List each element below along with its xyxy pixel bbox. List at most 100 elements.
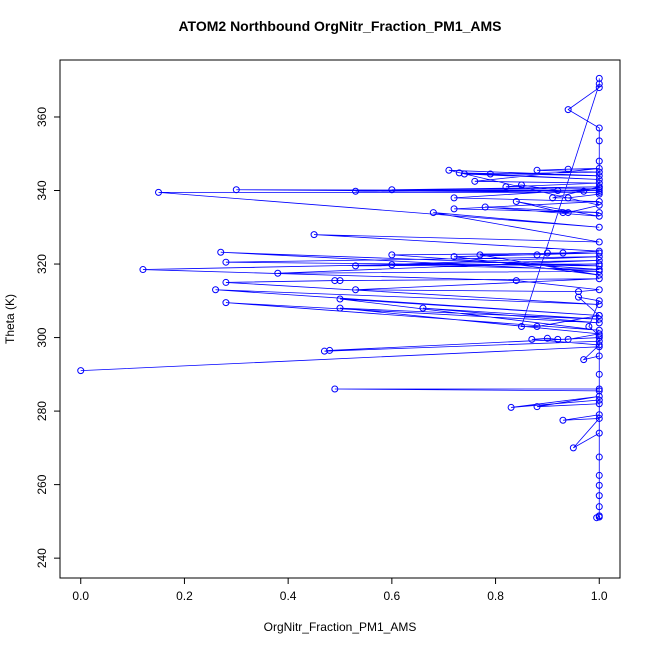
data-point (595, 300, 603, 308)
data-point (595, 212, 603, 220)
data-point (502, 183, 510, 191)
data-point (595, 187, 603, 195)
chart-title: ATOM2 Northbound OrgNitr_Fraction_PM1_AM… (178, 18, 501, 34)
data-point (450, 194, 458, 202)
y-tick-label: 260 (35, 474, 49, 494)
x-tick-label: 0.2 (176, 589, 193, 603)
data-point (595, 172, 603, 180)
data-point (564, 335, 572, 343)
data-point (471, 177, 479, 185)
data-point (595, 400, 603, 408)
data-point (533, 166, 541, 174)
data-point (528, 335, 536, 343)
data-point (595, 481, 603, 489)
data-point (595, 429, 603, 437)
data-point (222, 258, 230, 266)
data-point (595, 341, 603, 349)
data-point (595, 352, 603, 360)
x-axis-label: OrgNitr_Fraction_PM1_AMS (264, 620, 417, 634)
data-point (331, 385, 339, 393)
data-point (595, 164, 603, 172)
data-point (595, 312, 603, 320)
data-point (139, 266, 147, 274)
data-point (595, 201, 603, 209)
y-tick-label: 300 (35, 327, 49, 347)
data-point (543, 334, 551, 342)
data-point (222, 299, 230, 307)
data-point (559, 249, 567, 257)
data-point (222, 278, 230, 286)
data-point (77, 367, 85, 375)
data-point (569, 444, 577, 452)
data-point (580, 187, 588, 195)
data-point (595, 124, 603, 132)
data-point (595, 80, 603, 88)
data-point (533, 403, 541, 411)
data-point (595, 453, 603, 461)
x-tick-label: 0.8 (487, 589, 504, 603)
data-point (595, 297, 603, 305)
data-point (564, 209, 572, 217)
data-point (512, 277, 520, 285)
data-point (507, 403, 515, 411)
data-point (517, 323, 525, 331)
x-tick-label: 0.6 (384, 589, 401, 603)
data-point (595, 414, 603, 422)
data-point (429, 209, 437, 217)
data-point (595, 275, 603, 283)
x-tick-label: 1.0 (591, 589, 608, 603)
data-point (595, 238, 603, 246)
data-point (212, 286, 220, 294)
y-tick-label: 320 (35, 254, 49, 274)
data-point (336, 295, 344, 303)
data-point (595, 385, 603, 393)
data-point (580, 356, 588, 364)
data-point (388, 251, 396, 259)
data-point (595, 190, 603, 198)
data-point (595, 503, 603, 511)
data-point (595, 411, 603, 419)
data-point (486, 170, 494, 178)
data-point (595, 262, 603, 270)
data-point (155, 188, 163, 196)
data-point (575, 293, 583, 301)
data-point (517, 181, 525, 189)
data-point (595, 471, 603, 479)
data-point (564, 194, 572, 202)
data-point (217, 248, 225, 256)
data-point (554, 187, 562, 195)
y-tick-label: 340 (35, 180, 49, 200)
data-point (481, 203, 489, 211)
data-point (595, 334, 603, 342)
data-point (460, 170, 468, 178)
data-point (352, 286, 360, 294)
data-point (310, 231, 318, 239)
data-point (388, 261, 396, 269)
data-point (559, 416, 567, 424)
data-point (543, 249, 551, 257)
data-point (595, 392, 603, 400)
data-point (595, 370, 603, 378)
data-point (595, 315, 603, 323)
data-point (595, 286, 603, 294)
data-point (595, 512, 603, 520)
data-point (595, 157, 603, 165)
data-point (476, 251, 484, 259)
data-point (595, 330, 603, 338)
data-point (450, 205, 458, 213)
data-point (595, 84, 603, 92)
data-point (274, 269, 282, 277)
data-point (595, 198, 603, 206)
data-point (512, 198, 520, 206)
data-point (388, 186, 396, 194)
data-line (80, 78, 601, 519)
data-point (533, 323, 541, 331)
data-point (595, 175, 603, 183)
data-point (549, 194, 557, 202)
data-point (352, 187, 360, 195)
data-point (352, 262, 360, 270)
data-point (595, 332, 603, 340)
data-point (595, 247, 603, 255)
data-point (564, 165, 572, 173)
